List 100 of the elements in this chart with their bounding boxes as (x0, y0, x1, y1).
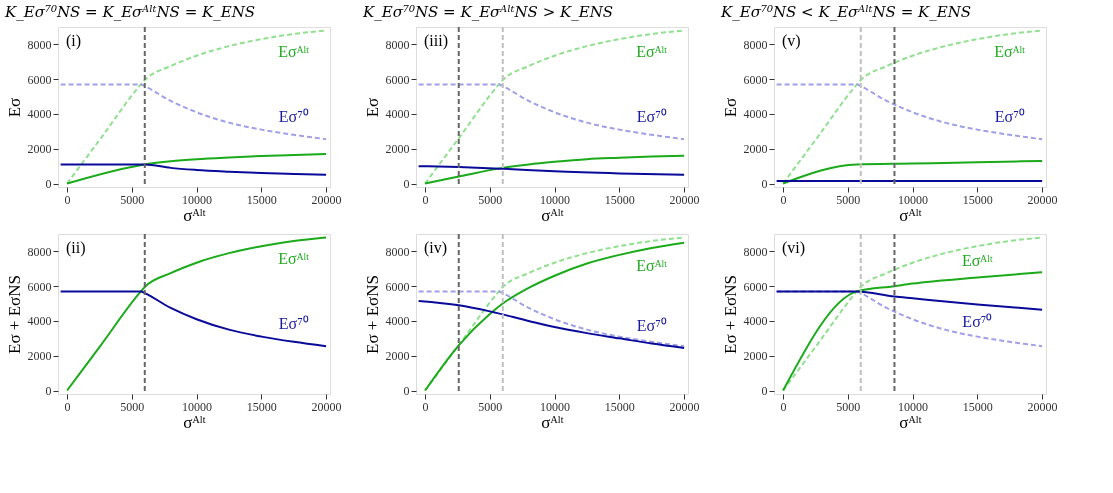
x-tick-label: 0 (64, 399, 71, 414)
x-tick-label: 15000 (246, 399, 277, 414)
series-label: Eσ⁷⁰ (636, 107, 667, 125)
y-axis-title: Eσ (362, 97, 382, 118)
line-series (417, 83, 686, 141)
line-series (59, 163, 328, 176)
x-tick-label: 5000 (836, 399, 861, 414)
y-tick-label: 2000 (27, 142, 52, 157)
line-series (775, 83, 1044, 141)
y-tick-label: 2000 (385, 349, 410, 364)
x-tick-label: 10000 (540, 399, 571, 414)
y-axis-title: Eσ + EσNS (720, 275, 740, 354)
x-tick-label: 15000 (246, 192, 277, 207)
y-tick-label: 2000 (743, 142, 768, 157)
x-axis-title: σᴬˡᵗ (541, 412, 564, 432)
x-tick-label: 20000 (1027, 192, 1058, 207)
x-tick-label: 0 (780, 399, 787, 414)
y-tick-label: 0 (761, 177, 768, 192)
annotation: (iii) (424, 32, 448, 50)
y-tick-label: 6000 (27, 72, 52, 87)
x-tick-label: 5000 (478, 192, 503, 207)
series-label: Eσᴬˡᵗ (994, 42, 1026, 60)
y-axis-title: Eσ + EσNS (4, 275, 24, 354)
x-tick-label: 15000 (962, 399, 993, 414)
line-series (417, 290, 686, 348)
annotation: (vi) (782, 239, 806, 257)
y-tick-label: 0 (45, 384, 52, 399)
series-label: Eσ⁷⁰ (962, 313, 993, 331)
y-tick-label: 0 (403, 177, 410, 192)
line-series (782, 271, 1044, 392)
x-axis-title: σᴬˡᵗ (541, 205, 564, 225)
y-tick-label: 4000 (743, 314, 768, 329)
x-tick-label: 15000 (962, 192, 993, 207)
y-tick-label: 6000 (27, 279, 52, 294)
series-label: Eσ⁷⁰ (278, 314, 309, 332)
x-tick-label: 0 (422, 192, 429, 207)
y-tick-label: 8000 (385, 37, 410, 52)
series-label: Eσᴬˡᵗ (636, 42, 668, 60)
x-tick-label: 5000 (120, 192, 145, 207)
y-tick-label: 8000 (27, 244, 52, 259)
x-tick-label: 10000 (898, 192, 929, 207)
series-label: Eσᴬˡᵗ (278, 42, 310, 60)
y-tick-label: 2000 (385, 142, 410, 157)
x-tick-label: 5000 (120, 399, 145, 414)
y-tick-label: 2000 (27, 349, 52, 364)
y-axis-title: Eσ + EσNS (362, 275, 382, 354)
x-tick-label: 20000 (669, 192, 700, 207)
series-label: Eσᴬˡᵗ (961, 252, 993, 270)
x-axis-title: σᴬˡᵗ (183, 205, 206, 225)
y-tick-label: 8000 (385, 244, 410, 259)
y-axis-title: Eσ (4, 97, 24, 118)
annotation: (i) (66, 32, 82, 50)
series-label: Eσ⁷⁰ (278, 107, 309, 125)
line-series (782, 159, 1044, 185)
y-tick-label: 4000 (27, 107, 52, 122)
line-series (424, 154, 686, 185)
line-series (66, 236, 328, 392)
y-tick-label: 6000 (743, 72, 768, 87)
x-tick-label: 5000 (836, 192, 861, 207)
x-tick-label: 15000 (604, 192, 635, 207)
y-tick-label: 0 (403, 384, 410, 399)
x-tick-label: 5000 (478, 399, 503, 414)
x-axis-title: σᴬˡᵗ (899, 205, 922, 225)
x-tick-label: 20000 (669, 399, 700, 414)
series-label: Eσ⁷⁰ (994, 107, 1025, 125)
series-label: Eσᴬˡᵗ (636, 256, 668, 274)
y-tick-label: 0 (761, 384, 768, 399)
series-label: Eσᴬˡᵗ (278, 249, 310, 267)
line-series (59, 83, 328, 141)
x-tick-label: 20000 (311, 192, 342, 207)
x-tick-label: 20000 (311, 399, 342, 414)
x-tick-label: 15000 (604, 399, 635, 414)
annotation: (ii) (66, 239, 86, 257)
x-tick-label: 20000 (1027, 399, 1058, 414)
line-series (59, 290, 328, 348)
y-tick-label: 2000 (743, 349, 768, 364)
x-tick-label: 0 (64, 192, 71, 207)
annotation: (v) (782, 32, 801, 50)
y-tick-label: 8000 (743, 37, 768, 52)
x-tick-label: 0 (780, 192, 787, 207)
annotation: (iv) (424, 239, 448, 257)
y-tick-label: 4000 (385, 107, 410, 122)
line-series (417, 165, 686, 176)
x-tick-label: 10000 (182, 192, 213, 207)
x-tick-label: 0 (422, 399, 429, 414)
line-series (417, 299, 686, 349)
y-tick-label: 6000 (385, 72, 410, 87)
chart-title: K_Eσ⁷⁰NS = K_EσᴬˡᵗNS = K_ENS (4, 3, 256, 21)
x-tick-label: 10000 (182, 399, 213, 414)
y-tick-label: 0 (45, 177, 52, 192)
y-tick-label: 6000 (385, 279, 410, 294)
chart-title: K_Eσ⁷⁰NS = K_EσᴬˡᵗNS > K_ENS (362, 3, 614, 21)
x-axis-title: σᴬˡᵗ (899, 412, 922, 432)
y-tick-label: 4000 (385, 314, 410, 329)
y-tick-label: 6000 (743, 279, 768, 294)
y-tick-label: 8000 (743, 244, 768, 259)
x-tick-label: 10000 (898, 399, 929, 414)
line-series (775, 290, 1044, 311)
series-label: Eσ⁷⁰ (636, 316, 667, 334)
y-tick-label: 4000 (743, 107, 768, 122)
